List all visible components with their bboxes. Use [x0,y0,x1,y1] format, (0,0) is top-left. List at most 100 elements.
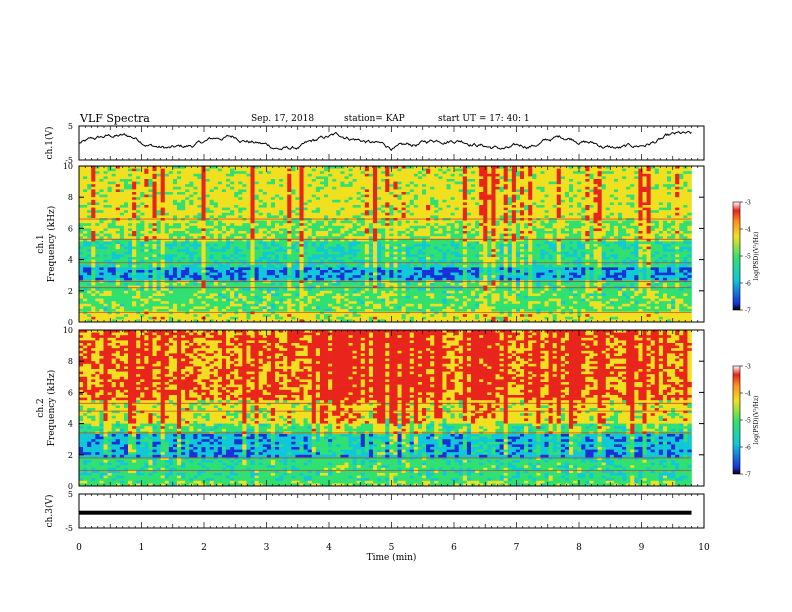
heat-cell [287,186,292,190]
heat-cell [254,244,259,247]
heat-cell [475,236,480,240]
heat-cell [511,181,517,185]
heat-cell [569,181,574,185]
heat-cell [462,194,468,198]
heat-cell [328,171,333,175]
heat-cell [548,197,553,201]
heat-cell [569,179,574,182]
heat-cell [401,181,406,185]
heat-cell [479,173,484,177]
heat-cell [221,246,227,250]
heat-cell [99,199,104,203]
heat-cell [160,168,166,172]
heat-cell [213,199,219,203]
heat-cell [524,166,529,169]
heat-cell [409,220,415,224]
heat-cell [597,168,602,172]
heat-cell [507,233,513,237]
heat-cell [291,244,296,247]
heat-cell [197,231,202,234]
heat-cell [160,212,166,216]
heat-cell [495,246,500,250]
heat-cell [356,225,362,229]
heat-cell [381,199,386,203]
heat-cell [234,223,239,227]
heat-cell [544,173,549,177]
heat-cell [348,199,353,203]
heat-cell [213,236,219,240]
heat-cell [197,244,202,247]
heat-cell [536,218,541,221]
heat-cell [266,218,272,221]
heat-cell [262,184,268,188]
heat-cell [213,233,219,237]
heat-cell [123,205,129,208]
heat-cell [197,236,202,240]
heat-cell [430,233,435,237]
heat-cell [503,171,509,175]
heat-cell [275,166,280,169]
heat-cell [348,212,353,216]
heat-cell [417,199,423,203]
heat-cell [475,176,480,180]
heat-cell [328,202,333,206]
heat-cell [307,192,313,195]
heat-cell [642,202,647,206]
heat-cell [650,194,656,198]
heat-cell [356,166,362,169]
heat-cell [181,228,186,232]
heat-cell [91,212,96,216]
heat-cell [393,186,398,190]
heat-cell [230,223,235,227]
heat-cell [352,184,357,188]
heat-cell [197,197,202,201]
heat-cell [393,171,398,175]
heat-cell [479,212,484,216]
heat-cell [573,238,578,242]
heat-cell [491,194,496,198]
heat-cell [413,231,419,234]
heat-cell [91,194,96,198]
heat-cell [234,236,239,240]
heat-cell [511,189,517,193]
heat-cell [413,210,419,214]
heat-cell [87,171,92,175]
heat-cell [348,173,353,177]
heat-cell [564,241,570,245]
heat-cell [315,236,321,240]
heat-cell [246,228,251,232]
heat-cell [524,192,529,195]
heat-cell [413,194,419,198]
heat-cell [462,184,468,188]
heat-cell [79,205,84,208]
heat-cell [364,171,370,175]
heat-cell [548,215,553,219]
heat-cell [618,228,623,232]
heat-cell [573,205,578,208]
heat-cell [434,246,439,250]
heat-cell [483,179,488,182]
heat-cell [515,238,521,242]
heat-cell [638,215,643,219]
heat-cell [540,207,545,211]
heat-cell [307,220,313,224]
heat-cell [573,202,578,206]
heat-cell [246,194,251,198]
heat-cell [209,189,215,193]
heat-cell [495,199,500,203]
heat-cell [630,176,635,180]
heat-cell [352,179,357,182]
heat-cell [642,184,647,188]
heat-cell [605,168,611,172]
heat-cell [642,176,647,180]
heat-cell [471,173,476,177]
heat-cell [123,186,129,190]
heat-cell [646,168,651,172]
heat-cell [352,233,357,237]
heat-cell [315,223,321,227]
heat-cell [107,181,112,185]
heat-cell [446,171,451,175]
heat-cell [319,233,325,237]
heat-cell [524,179,529,182]
heat-cell [528,236,533,240]
